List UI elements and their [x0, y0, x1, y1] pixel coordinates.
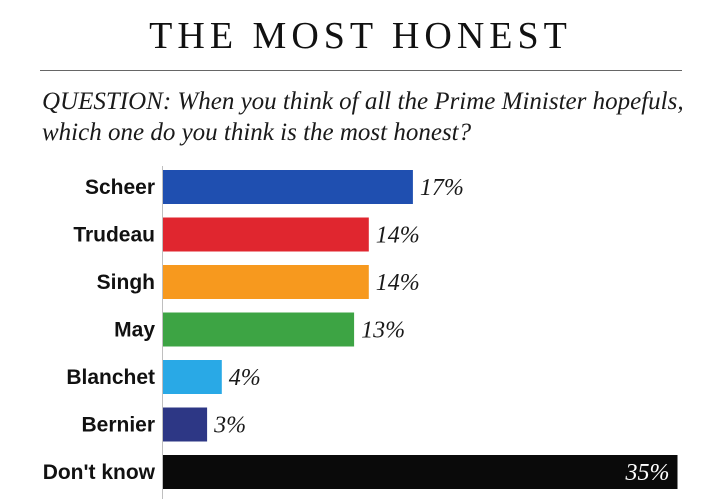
bar-bernier — [163, 407, 208, 442]
value-label-dont-know: 35% — [625, 460, 670, 486]
category-label-may: May — [114, 319, 155, 342]
category-axis-line — [162, 166, 163, 499]
category-label-singh: Singh — [97, 271, 155, 294]
bar-blanchet — [163, 360, 222, 394]
value-label-trudeau: 14% — [376, 223, 420, 249]
category-label-scheer: Scheer — [85, 176, 155, 199]
title-divider — [40, 70, 682, 71]
chart-title: THE MOST HONEST — [149, 15, 572, 57]
value-label-may: 13% — [361, 318, 405, 344]
bar-singh — [163, 265, 369, 299]
value-label-singh: 14% — [376, 270, 420, 296]
value-label-bernier: 3% — [213, 413, 246, 439]
bar-may — [163, 312, 355, 347]
survey-question: QUESTION: When you think of all the Prim… — [42, 88, 684, 146]
category-label-dont-know: Don't know — [43, 461, 156, 484]
bar-dont-know — [163, 455, 678, 489]
category-label-blanchet: Blanchet — [66, 366, 155, 389]
value-label-scheer: 17% — [420, 175, 464, 201]
value-label-blanchet: 4% — [229, 365, 261, 391]
category-label-trudeau: Trudeau — [73, 224, 155, 247]
category-label-bernier: Bernier — [81, 414, 155, 437]
bar-scheer — [163, 170, 413, 204]
bar-trudeau — [163, 217, 369, 252]
